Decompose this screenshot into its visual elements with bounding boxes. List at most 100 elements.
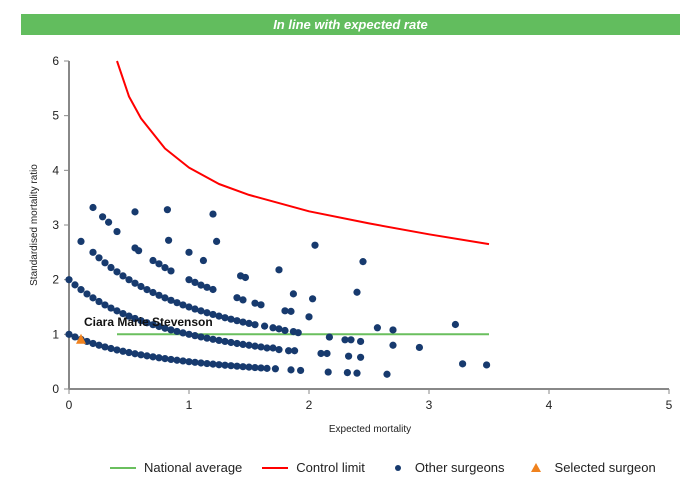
surgeon-point [119, 272, 127, 280]
surgeon-point [209, 310, 217, 319]
selected-surgeon-label: Ciara Marie Stevenson [84, 315, 213, 329]
surgeon-point [89, 294, 97, 302]
surgeon-point [149, 321, 157, 329]
surgeon-point [245, 363, 253, 371]
surgeon-point [271, 365, 279, 373]
surgeon-point [275, 325, 283, 333]
y-tick-label: 2 [52, 273, 59, 287]
legend-control-limit: Control limit [262, 460, 365, 475]
y-tick-label: 1 [52, 327, 59, 341]
surgeon-point [239, 318, 247, 326]
surgeon-point [95, 297, 103, 306]
surgeon-point [289, 290, 297, 298]
surgeon-point [257, 364, 265, 372]
surgeon-point [281, 307, 289, 315]
surgeon-point [143, 319, 151, 327]
surgeon-point [239, 340, 247, 348]
surgeon-point [251, 299, 259, 307]
surgeon-point [155, 322, 163, 331]
surgeon-point [357, 353, 365, 361]
surgeon-point [105, 218, 113, 226]
surgeon-point [101, 301, 109, 309]
surgeon-point [233, 294, 241, 302]
surgeon-point [101, 259, 109, 267]
status-banner: In line with expected rate [21, 14, 680, 35]
y-tick-label: 4 [52, 163, 59, 177]
surgeon-point [125, 348, 133, 357]
surgeon-point [483, 361, 491, 369]
surgeon-point [389, 341, 397, 349]
surgeon-point [119, 310, 127, 318]
surgeon-point [179, 357, 187, 365]
surgeon-point [95, 254, 103, 262]
surgeon-point [143, 352, 151, 360]
surgeon-point [99, 213, 107, 221]
surgeon-point [191, 305, 199, 313]
surgeon-point [294, 329, 302, 337]
x-tick-label: 5 [666, 398, 673, 412]
surgeon-point [221, 314, 229, 322]
surgeon-point [83, 290, 91, 298]
surgeon-point [325, 333, 333, 341]
surgeon-point [245, 319, 253, 327]
surgeon-point [257, 301, 265, 309]
surgeon-point [291, 347, 299, 355]
surgeon-point [125, 312, 133, 320]
surgeon-point [221, 361, 229, 369]
surgeon-point [309, 295, 317, 303]
circle-icon [394, 464, 401, 471]
y-tick-label: 3 [52, 218, 59, 232]
surgeon-point [137, 317, 145, 325]
surgeon-point [213, 237, 221, 245]
surgeon-point [137, 282, 145, 291]
y-tick-label: 0 [52, 382, 59, 396]
legend-label: National average [144, 460, 243, 475]
surgeon-point [149, 288, 157, 297]
red-line-swatch [262, 466, 289, 469]
control-limit-line [116, 60, 490, 246]
surgeon-point [107, 304, 115, 312]
surgeon-point [191, 332, 199, 340]
surgeon-point [185, 358, 193, 366]
surgeon-point [185, 276, 193, 284]
surgeon-point [343, 369, 351, 377]
legend: National average Control limit Other sur… [110, 460, 676, 475]
legend-other-surgeons: Other surgeons [385, 460, 505, 475]
surgeon-point [233, 362, 241, 370]
surgeon-point [197, 333, 205, 341]
surgeon-point [71, 281, 79, 289]
surgeon-point [179, 301, 187, 309]
surgeon-point [459, 360, 467, 368]
surgeon-point [197, 307, 205, 315]
surgeon-point [285, 347, 293, 355]
surgeon-point [77, 286, 85, 294]
surgeon-point [119, 347, 127, 355]
surgeon-point [185, 248, 193, 256]
surgeon-point [167, 267, 175, 275]
surgeon-point [125, 276, 133, 284]
surgeon-point [269, 344, 277, 352]
surgeon-point [173, 327, 181, 336]
x-tick-label: 1 [186, 398, 193, 412]
y-tick-label: 6 [52, 54, 59, 68]
selected-surgeon-point [76, 333, 86, 344]
surgeon-point [209, 360, 217, 368]
legend-national-average: National average [110, 460, 242, 475]
surgeon-point [215, 312, 223, 320]
surgeon-point [163, 206, 171, 214]
surgeon-point [101, 343, 109, 351]
surgeon-point [167, 296, 175, 304]
surgeon-point [353, 369, 361, 377]
x-tick-label: 0 [66, 398, 73, 412]
surgeon-point [233, 317, 241, 325]
surgeon-point [323, 349, 331, 358]
surgeon-point [227, 362, 235, 370]
surgeon-point [65, 276, 73, 284]
surgeon-point [89, 339, 97, 348]
surgeon-point [203, 334, 211, 342]
surgeon-point [197, 359, 205, 367]
y-axis-label: Standardised mortality ratio [29, 164, 40, 286]
surgeon-point [251, 363, 259, 372]
surgeon-point [203, 309, 211, 317]
